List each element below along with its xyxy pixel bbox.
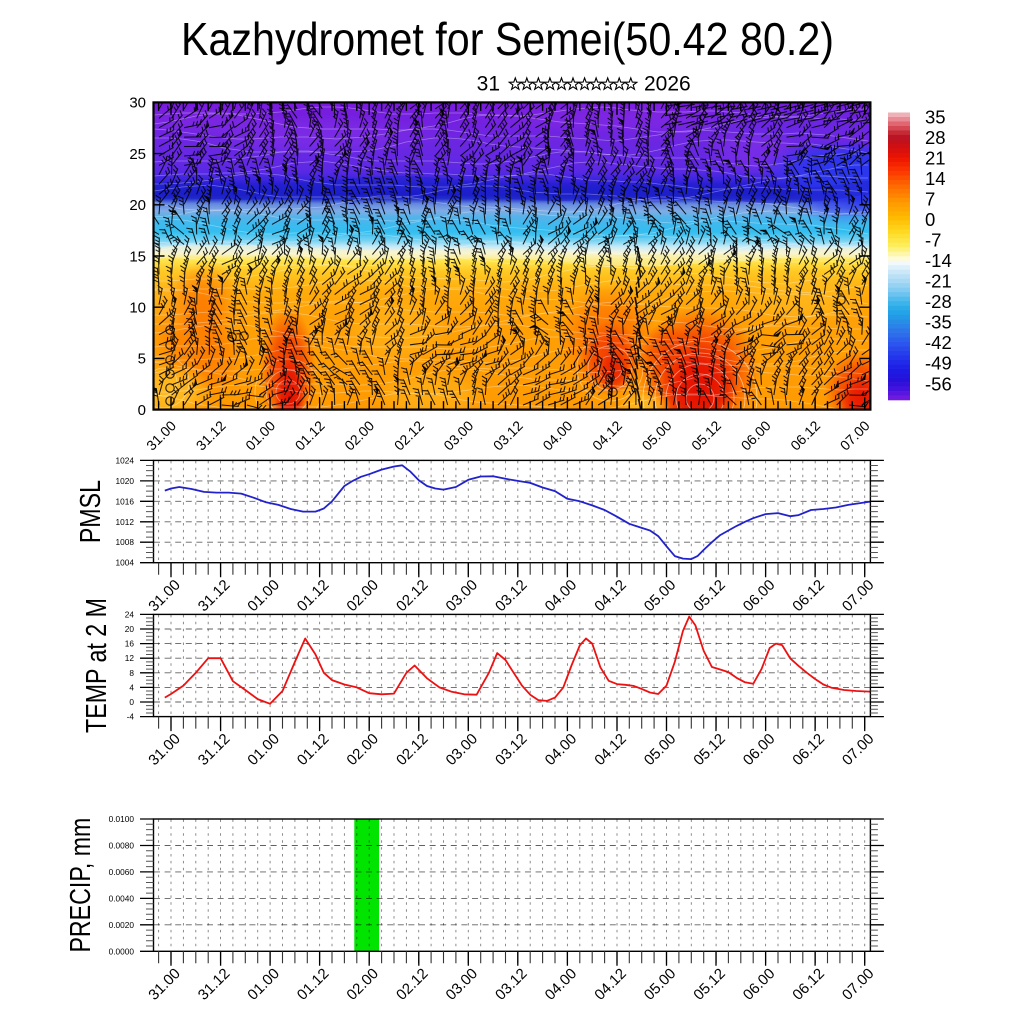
svg-text:PRECIP, mm: PRECIP, mm: [63, 818, 96, 953]
svg-text:-49: -49: [925, 353, 952, 374]
svg-text:0.0060: 0.0060: [109, 867, 135, 877]
svg-text:0.0020: 0.0020: [109, 920, 135, 930]
svg-text:8: 8: [129, 668, 134, 678]
svg-text:-42: -42: [925, 332, 952, 353]
svg-text:0.0040: 0.0040: [109, 893, 135, 903]
svg-text:-7: -7: [925, 230, 941, 251]
svg-text:-4: -4: [127, 712, 135, 722]
svg-text:1024: 1024: [116, 455, 135, 465]
svg-text:10: 10: [129, 300, 146, 317]
svg-text:28: 28: [925, 127, 946, 148]
svg-text:21: 21: [925, 148, 946, 169]
svg-text:16: 16: [125, 639, 135, 649]
svg-text:35: 35: [925, 107, 946, 128]
svg-text:30: 30: [129, 95, 146, 112]
svg-text:-56: -56: [925, 373, 952, 394]
svg-text:14: 14: [925, 168, 946, 189]
svg-text:-35: -35: [925, 312, 952, 333]
svg-text:25: 25: [129, 146, 146, 163]
svg-text:Kazhydromet for Semei(50.42 80: Kazhydromet for Semei(50.42 80.2): [181, 13, 834, 65]
svg-text:1004: 1004: [116, 558, 135, 568]
svg-text:4: 4: [129, 682, 134, 692]
svg-text:0.0080: 0.0080: [109, 841, 135, 851]
svg-text:5: 5: [138, 351, 146, 368]
svg-text:24: 24: [125, 609, 135, 619]
svg-text:0: 0: [925, 209, 935, 230]
svg-text:1016: 1016: [116, 496, 135, 506]
svg-text:20: 20: [125, 624, 135, 634]
svg-text:1008: 1008: [116, 537, 135, 547]
svg-text:0: 0: [129, 697, 134, 707]
svg-text:TEMP at 2 M: TEMP at 2 M: [79, 598, 112, 733]
svg-text:-14: -14: [925, 250, 952, 271]
svg-text:1012: 1012: [116, 517, 135, 527]
svg-text:31: 31: [477, 73, 500, 96]
svg-text:1020: 1020: [116, 476, 135, 486]
svg-text:7: 7: [925, 189, 935, 210]
svg-text:-28: -28: [925, 291, 952, 312]
svg-text:20: 20: [129, 197, 146, 214]
svg-text:15: 15: [129, 248, 146, 265]
svg-text:0.0000: 0.0000: [109, 946, 135, 956]
svg-text:0.0100: 0.0100: [109, 814, 135, 824]
svg-text:-21: -21: [925, 271, 952, 292]
svg-text:PMSL: PMSL: [73, 480, 106, 543]
svg-text:0: 0: [138, 402, 146, 419]
svg-text:2026: 2026: [644, 73, 691, 96]
svg-text:12: 12: [125, 653, 135, 663]
